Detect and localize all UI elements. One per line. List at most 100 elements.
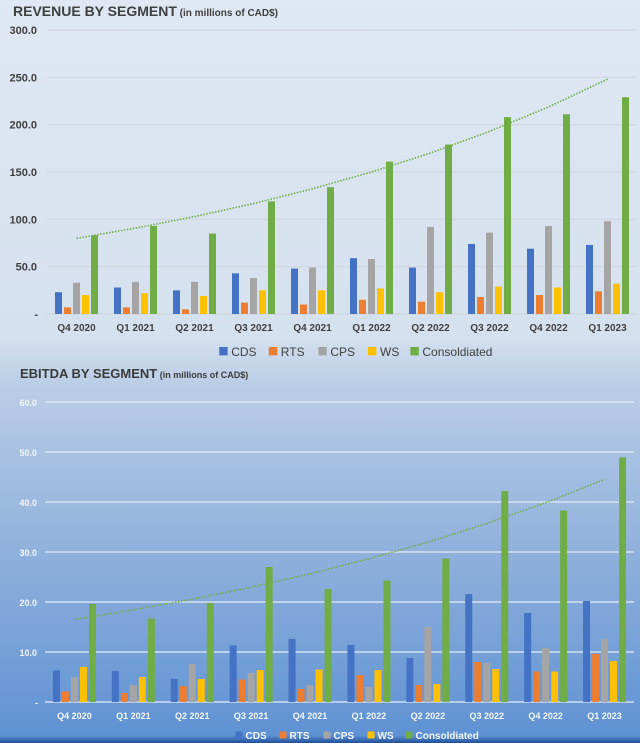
- bar-consoldiated: [91, 235, 98, 314]
- legend-label: CDS: [231, 345, 256, 359]
- bar-cds: [288, 639, 296, 702]
- bar-cps: [545, 225, 552, 314]
- bar-cps: [129, 685, 137, 702]
- bar-cps: [306, 685, 314, 702]
- legend-swatch: [268, 347, 278, 356]
- bar-cps: [604, 221, 611, 314]
- bar-cds: [52, 670, 60, 702]
- bar-consoldiated: [442, 558, 450, 702]
- legend-item: CDS: [219, 345, 257, 359]
- bar-ws: [495, 286, 502, 314]
- bar-cps: [424, 627, 432, 702]
- bar-cps: [132, 281, 139, 314]
- bar-ws: [259, 290, 266, 314]
- bar-cds: [347, 645, 355, 702]
- legend-item: CPS: [323, 731, 355, 742]
- bar-cps: [70, 677, 78, 702]
- legend-label: WS: [378, 731, 394, 742]
- y-tick-label: 100.0: [9, 214, 37, 226]
- bar-cds: [173, 290, 180, 314]
- bar-ws: [613, 283, 620, 314]
- y-tick-label: 20.0: [19, 598, 37, 608]
- x-tick-label: Q3 2022: [469, 711, 504, 721]
- legend-swatch: [219, 347, 228, 356]
- bar-consoldiated: [501, 491, 509, 702]
- bar-cps: [188, 664, 196, 702]
- bar-consoldiated: [268, 201, 275, 314]
- bar-ws: [200, 296, 207, 314]
- bar-ws: [318, 290, 325, 314]
- bar-ws: [82, 295, 89, 314]
- y-tick-label: -: [35, 698, 38, 708]
- bar-rts: [359, 299, 366, 314]
- bar-cps: [191, 281, 198, 314]
- legend-label: RTS: [290, 731, 310, 742]
- y-tick-label: 150.0: [9, 167, 37, 179]
- legend-label: CPS: [330, 345, 355, 359]
- legend-item: WS: [368, 345, 399, 359]
- x-tick-label: Q4 2021: [293, 711, 328, 721]
- bar-rts: [123, 307, 130, 314]
- bar-ws: [610, 661, 618, 702]
- bar-consoldiated: [560, 510, 568, 702]
- bar-cds: [586, 244, 593, 314]
- y-tick-label: 10.0: [19, 648, 37, 658]
- y-tick-label: -: [34, 309, 38, 321]
- bar-ws: [492, 669, 500, 702]
- y-tick-label: 50.0: [16, 262, 37, 274]
- y-tick-label: 200.0: [9, 120, 37, 132]
- bar-consoldiated: [265, 567, 273, 702]
- chart-title-main: REVENUE BY SEGMENT: [13, 3, 177, 19]
- bar-cps: [250, 278, 257, 314]
- y-tick-label: 300.0: [9, 25, 37, 37]
- bar-cds: [465, 594, 473, 702]
- x-tick-label: Q2 2021: [175, 323, 214, 334]
- bar-consoldiated: [619, 457, 627, 702]
- x-tick-label: Q3 2022: [470, 323, 509, 334]
- bar-consoldiated: [209, 233, 216, 314]
- x-tick-label: Q2 2021: [175, 711, 210, 721]
- x-tick-label: Q4 2022: [529, 323, 568, 334]
- y-tick-label: 60.0: [19, 398, 37, 408]
- legend-swatch: [410, 347, 419, 356]
- chart-subtitle: (in millions of CAD$): [157, 370, 248, 380]
- y-tick-label: 30.0: [19, 548, 37, 558]
- legend-label: WS: [380, 345, 399, 359]
- legend-item: Consoldiated: [410, 345, 492, 359]
- bar-rts: [64, 307, 71, 314]
- legend-label: RTS: [281, 345, 305, 359]
- bar-rts: [415, 685, 423, 702]
- bar-ws: [138, 677, 146, 702]
- bar-rts: [179, 686, 187, 702]
- x-tick-label: Q1 2023: [588, 323, 627, 334]
- bar-rts: [241, 302, 248, 314]
- bar-rts: [418, 301, 425, 314]
- bar-cps: [601, 639, 609, 702]
- legend-label: CPS: [334, 731, 355, 742]
- bar-cds: [527, 248, 534, 314]
- bar-cds: [468, 243, 475, 314]
- bar-ws: [433, 684, 441, 702]
- bar-cps: [542, 648, 550, 702]
- bar-consoldiated: [206, 603, 214, 702]
- x-tick-label: Q2 2022: [411, 711, 446, 721]
- bar-consoldiated: [327, 187, 334, 314]
- bar-cds: [583, 601, 591, 702]
- bar-cds: [229, 645, 237, 702]
- bar-cps: [365, 687, 373, 702]
- bar-consoldiated: [383, 580, 391, 702]
- legend-item: CDS: [235, 731, 267, 742]
- bar-rts: [477, 296, 484, 314]
- ebitda-chart: EBITDA BY SEGMENT (in millions of CAD$) -…: [19, 366, 634, 742]
- x-tick-label: Q4 2020: [57, 323, 96, 334]
- bar-rts: [595, 291, 602, 314]
- legend-swatch: [279, 731, 287, 739]
- legend-label: CDS: [246, 731, 267, 742]
- x-tick-label: Q4 2021: [293, 323, 332, 334]
- x-tick-label: Q2 2022: [411, 323, 450, 334]
- x-tick-label: Q3 2021: [234, 323, 273, 334]
- bar-cps: [483, 663, 491, 702]
- bar-cds: [291, 268, 298, 314]
- legend-swatch: [367, 731, 375, 739]
